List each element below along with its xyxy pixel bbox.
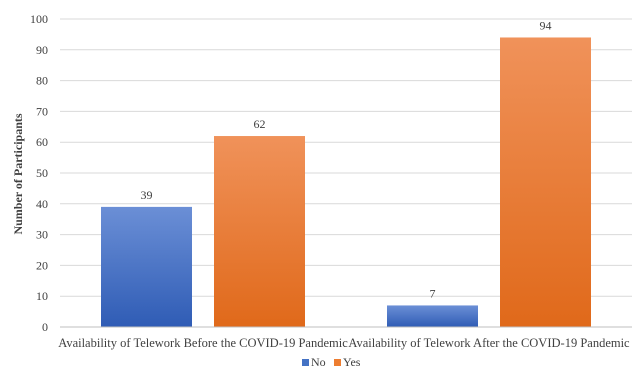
- y-tick-label: 20: [36, 258, 48, 272]
- y-tick-label: 40: [36, 197, 48, 211]
- data-labels: 39 62 7 94: [141, 18, 552, 300]
- legend-swatch-no: [302, 359, 309, 366]
- bar-yes-2: [500, 37, 591, 327]
- y-tick-label: 10: [36, 289, 48, 303]
- y-tick-label: 30: [36, 228, 48, 242]
- legend: No Yes: [302, 355, 361, 369]
- y-tick-label: 60: [36, 135, 48, 149]
- y-tick-label: 100: [30, 12, 48, 26]
- data-label: 7: [430, 286, 436, 300]
- x-axis-categories: Availability of Telework Before the COVI…: [58, 336, 630, 350]
- data-label: 62: [254, 117, 266, 131]
- data-label: 94: [540, 18, 552, 32]
- x-category-label: Availability of Telework Before the COVI…: [58, 336, 348, 350]
- bars: [101, 37, 591, 327]
- y-tick-label: 70: [36, 104, 48, 118]
- legend-label-no: No: [311, 355, 326, 369]
- legend-swatch-yes: [334, 359, 341, 366]
- y-tick-label: 0: [42, 320, 48, 334]
- x-category-label: Availability of Telework After the COVID…: [348, 336, 630, 350]
- bar-yes-1: [214, 136, 305, 327]
- y-tick-label: 90: [36, 43, 48, 57]
- data-label: 39: [141, 188, 153, 202]
- bar-no-1: [101, 206, 192, 327]
- y-axis-label: Number of Participants: [11, 113, 25, 234]
- y-tick-label: 80: [36, 74, 48, 88]
- y-axis-ticks: 0 10 20 30 40 50 60 70 80 90 100: [30, 12, 48, 334]
- bar-no-2: [387, 305, 478, 327]
- y-tick-label: 50: [36, 166, 48, 180]
- legend-label-yes: Yes: [343, 355, 361, 369]
